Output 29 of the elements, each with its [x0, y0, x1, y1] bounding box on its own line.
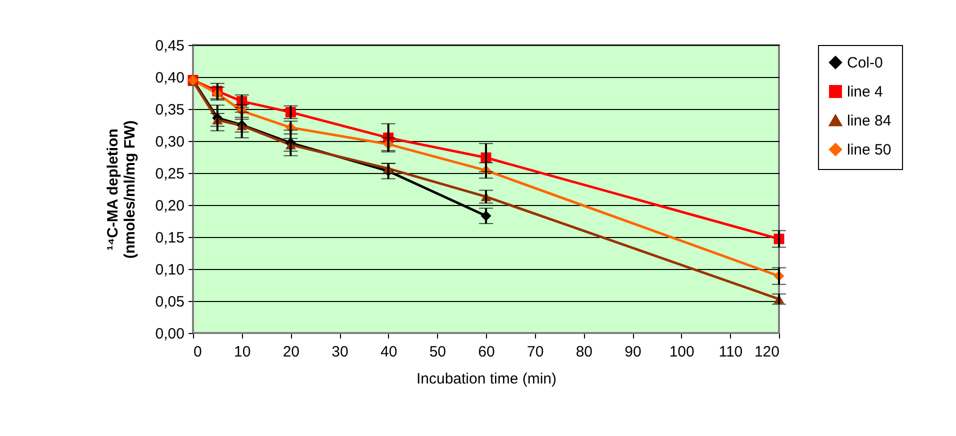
x-tick-label: 20 [282, 344, 300, 360]
legend-label: line 50 [847, 142, 892, 158]
x-tick-label: 120 [754, 344, 780, 360]
x-tick-label: 50 [429, 344, 446, 360]
y-tick-label: 0,15 [155, 230, 184, 246]
y-tick-label: 0,20 [155, 198, 184, 214]
y-tick-label: 0,10 [155, 262, 184, 278]
y-tick-label: 0,30 [155, 134, 184, 150]
x-tick-label: 40 [380, 344, 398, 360]
y-tick-label: 0,05 [155, 294, 184, 310]
x-tick-label: 60 [478, 344, 495, 360]
y-tick-label: 0,25 [155, 166, 184, 182]
x-tick-label: 90 [624, 344, 642, 360]
x-tick-label: 110 [718, 344, 743, 360]
y-tick-label: 0,45 [155, 38, 184, 54]
y-tick-label: 0,35 [155, 102, 184, 118]
legend-label: Col-0 [847, 54, 883, 72]
y-tick-label: 0,00 [155, 326, 184, 342]
x-tick-label: 0 [194, 344, 202, 360]
y-axis-title: ¹⁴C-MA depletion (nmoles/ml/mg FW) [104, 120, 138, 259]
x-tick-label: 80 [576, 344, 593, 360]
x-tick-label: 100 [669, 344, 694, 360]
x-axis-title: Incubation time (min) [416, 370, 557, 388]
legend-label: line 4 [847, 84, 883, 100]
x-tick-label: 70 [526, 344, 544, 360]
x-tick-label: 30 [332, 344, 348, 360]
x-tick-label: 10 [234, 344, 251, 360]
legend-label: line 84 [847, 112, 892, 130]
y-tick-label: 0,40 [155, 70, 184, 86]
